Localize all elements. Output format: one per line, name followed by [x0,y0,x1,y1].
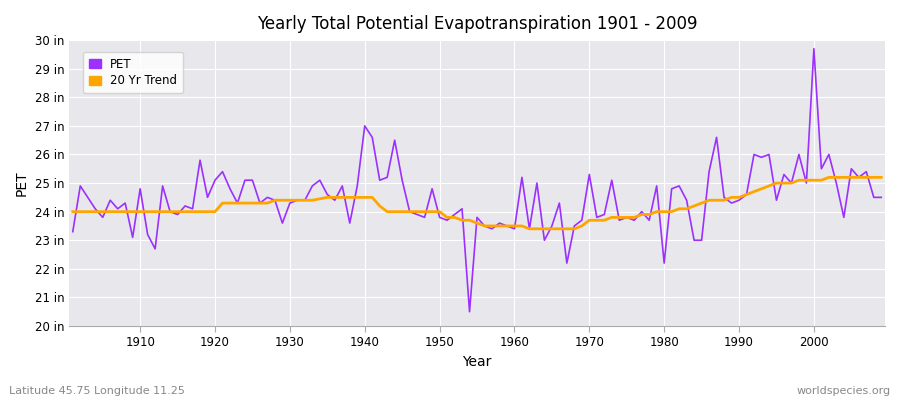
X-axis label: Year: Year [463,355,491,369]
Text: worldspecies.org: worldspecies.org [796,386,891,396]
Y-axis label: PET: PET [15,170,29,196]
Title: Yearly Total Potential Evapotranspiration 1901 - 2009: Yearly Total Potential Evapotranspiratio… [256,15,698,33]
Legend: PET, 20 Yr Trend: PET, 20 Yr Trend [83,52,184,93]
Text: Latitude 45.75 Longitude 11.25: Latitude 45.75 Longitude 11.25 [9,386,184,396]
